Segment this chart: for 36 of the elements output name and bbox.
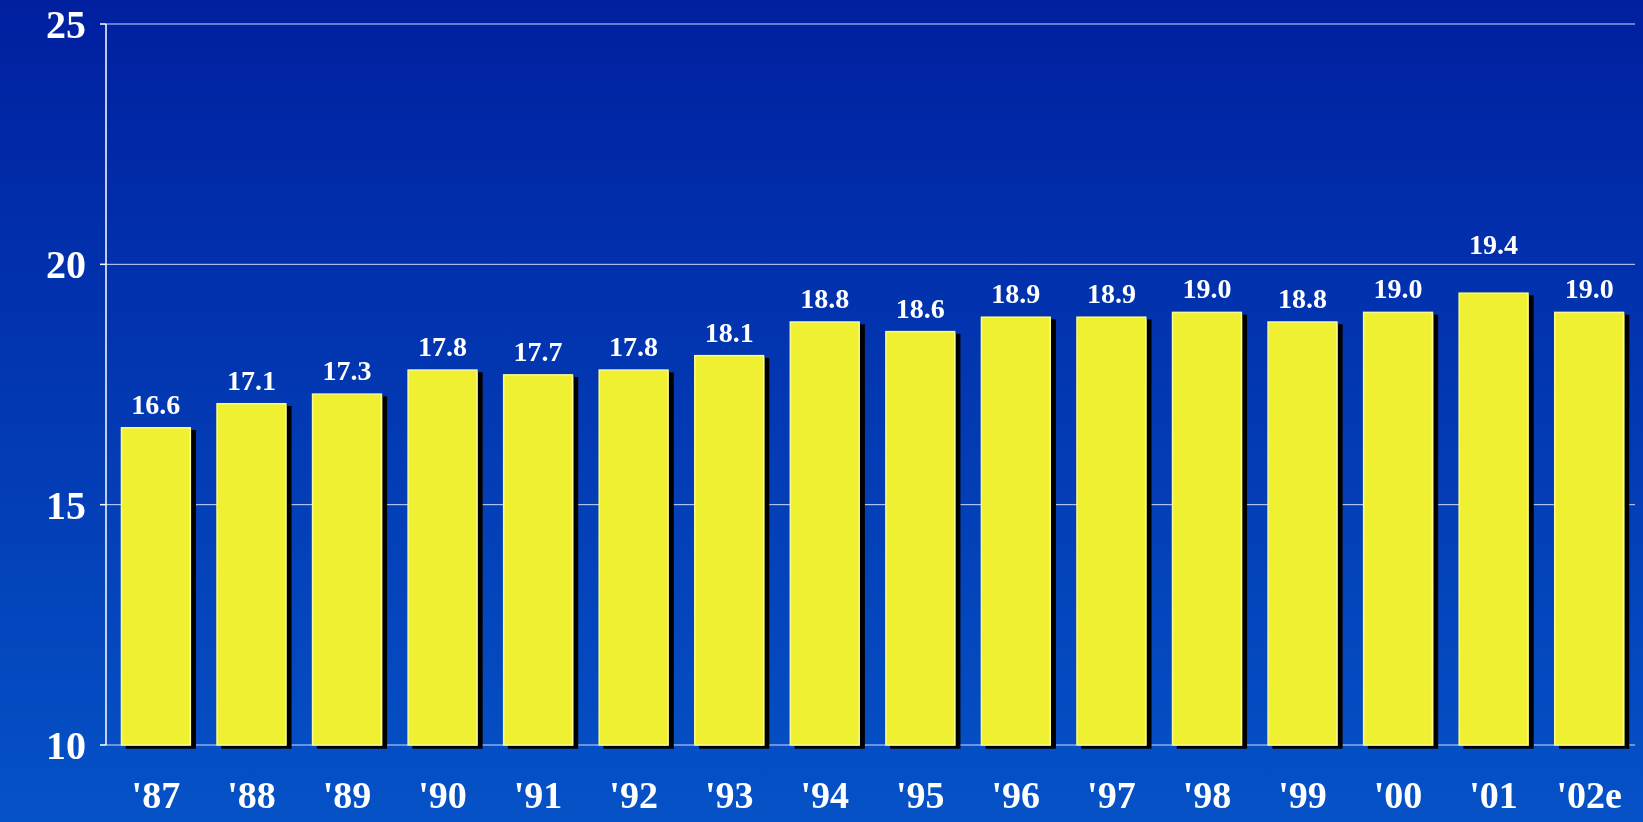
x-tick-label: '97 bbox=[1087, 774, 1136, 816]
data-label: 18.9 bbox=[1086, 278, 1136, 310]
data-label: 19.0 bbox=[1564, 273, 1614, 305]
y-tick-label: 10 bbox=[46, 723, 86, 768]
x-tick-label: '02e bbox=[1556, 774, 1622, 816]
x-tick-label: '94 bbox=[800, 774, 850, 816]
x-tick-label: '87 bbox=[131, 774, 181, 816]
x-tick-label: '89 bbox=[322, 774, 372, 816]
x-tick-label: '01 bbox=[1469, 774, 1518, 816]
x-tick-label: '88 bbox=[227, 774, 276, 816]
data-label: 18.8 bbox=[800, 283, 850, 315]
data-label: 17.8 bbox=[418, 331, 468, 363]
data-label: 17.1 bbox=[226, 364, 276, 396]
x-tick-label: '90 bbox=[418, 774, 467, 816]
y-tick-label: 15 bbox=[46, 482, 86, 528]
y-tick-label: 20 bbox=[46, 242, 86, 288]
x-tick-label: '93 bbox=[704, 774, 754, 816]
x-tick-label: '96 bbox=[991, 774, 1041, 816]
data-label: 19.0 bbox=[1373, 273, 1423, 305]
x-tick-label: '00 bbox=[1373, 774, 1423, 816]
data-label: 19.0 bbox=[1182, 273, 1232, 305]
x-tick-label: '99 bbox=[1278, 774, 1327, 816]
data-label: 17.3 bbox=[322, 355, 372, 387]
data-label: 18.8 bbox=[1277, 283, 1327, 315]
data-label: 17.7 bbox=[513, 335, 563, 367]
y-tick-label: 25 bbox=[46, 2, 86, 47]
data-label: 18.6 bbox=[895, 292, 945, 324]
data-label: 18.9 bbox=[991, 278, 1041, 310]
x-tick-label: '91 bbox=[513, 774, 563, 816]
x-tick-label: '98 bbox=[1182, 774, 1232, 816]
x-tick-label: '92 bbox=[609, 774, 658, 816]
x-tick-label: '95 bbox=[895, 774, 945, 816]
data-label: 16.6 bbox=[131, 388, 181, 420]
data-label: 19.4 bbox=[1469, 229, 1519, 261]
data-label: 18.1 bbox=[704, 316, 754, 348]
data-label: 17.8 bbox=[609, 331, 659, 363]
